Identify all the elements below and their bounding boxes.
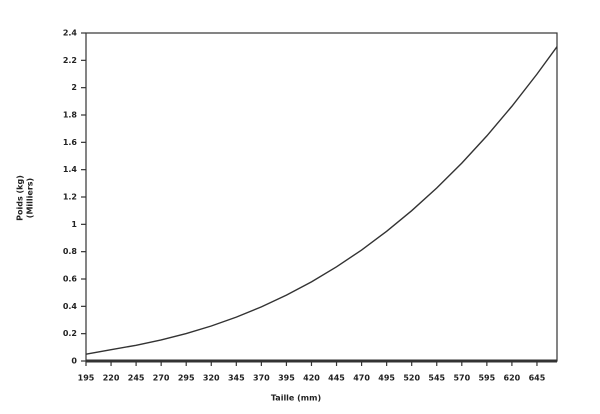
y-tick-label: 0.2 [63,329,77,338]
y-tick-label: 1.6 [63,138,78,147]
plot-frame [85,32,558,362]
x-tick-label: 570 [453,374,470,383]
x-tick-label: 420 [303,374,320,383]
x-tick-label: 220 [103,374,120,383]
x-tick-label: 495 [378,374,395,383]
y-tick-label: 1.4 [63,165,78,174]
x-tick-label: 545 [428,374,445,383]
x-tick-label: 620 [504,374,521,383]
y-tick-label: 1.8 [63,111,78,120]
x-axis-label: Taille (mm) [271,394,321,403]
x-tick-label: 445 [328,374,345,383]
y-tick-label: 0.4 [63,302,78,311]
data-line [85,46,558,355]
x-tick-label: 470 [353,374,370,383]
x-tick-label: 345 [228,374,245,383]
x-tick-label: 395 [278,374,295,383]
y-tick-label: 2 [71,83,77,92]
y-tick-label: 2.2 [63,56,77,65]
y-tick-label: 1 [71,220,77,229]
y-tick-label: 0 [71,357,77,366]
y-tick-label: 0.6 [63,275,78,284]
x-tick-label: 320 [203,374,220,383]
x-tick-label: 645 [529,374,546,383]
x-tick-label: 195 [78,374,95,383]
x-tick-label: 295 [178,374,195,383]
y-tick-label: 0.8 [63,247,78,256]
x-tick-label: 270 [153,374,170,383]
y-tick-label: 2.4 [63,29,78,38]
y-tick-label: 1.2 [63,193,77,202]
y-axis-label: Poids (kg) [16,175,25,221]
x-tick-label: 520 [403,374,420,383]
y-axis-label: (Milliers) [26,178,35,218]
x-tick-label: 370 [253,374,270,383]
x-tick-label: 245 [128,374,145,383]
x-tick-label: 595 [478,374,495,383]
